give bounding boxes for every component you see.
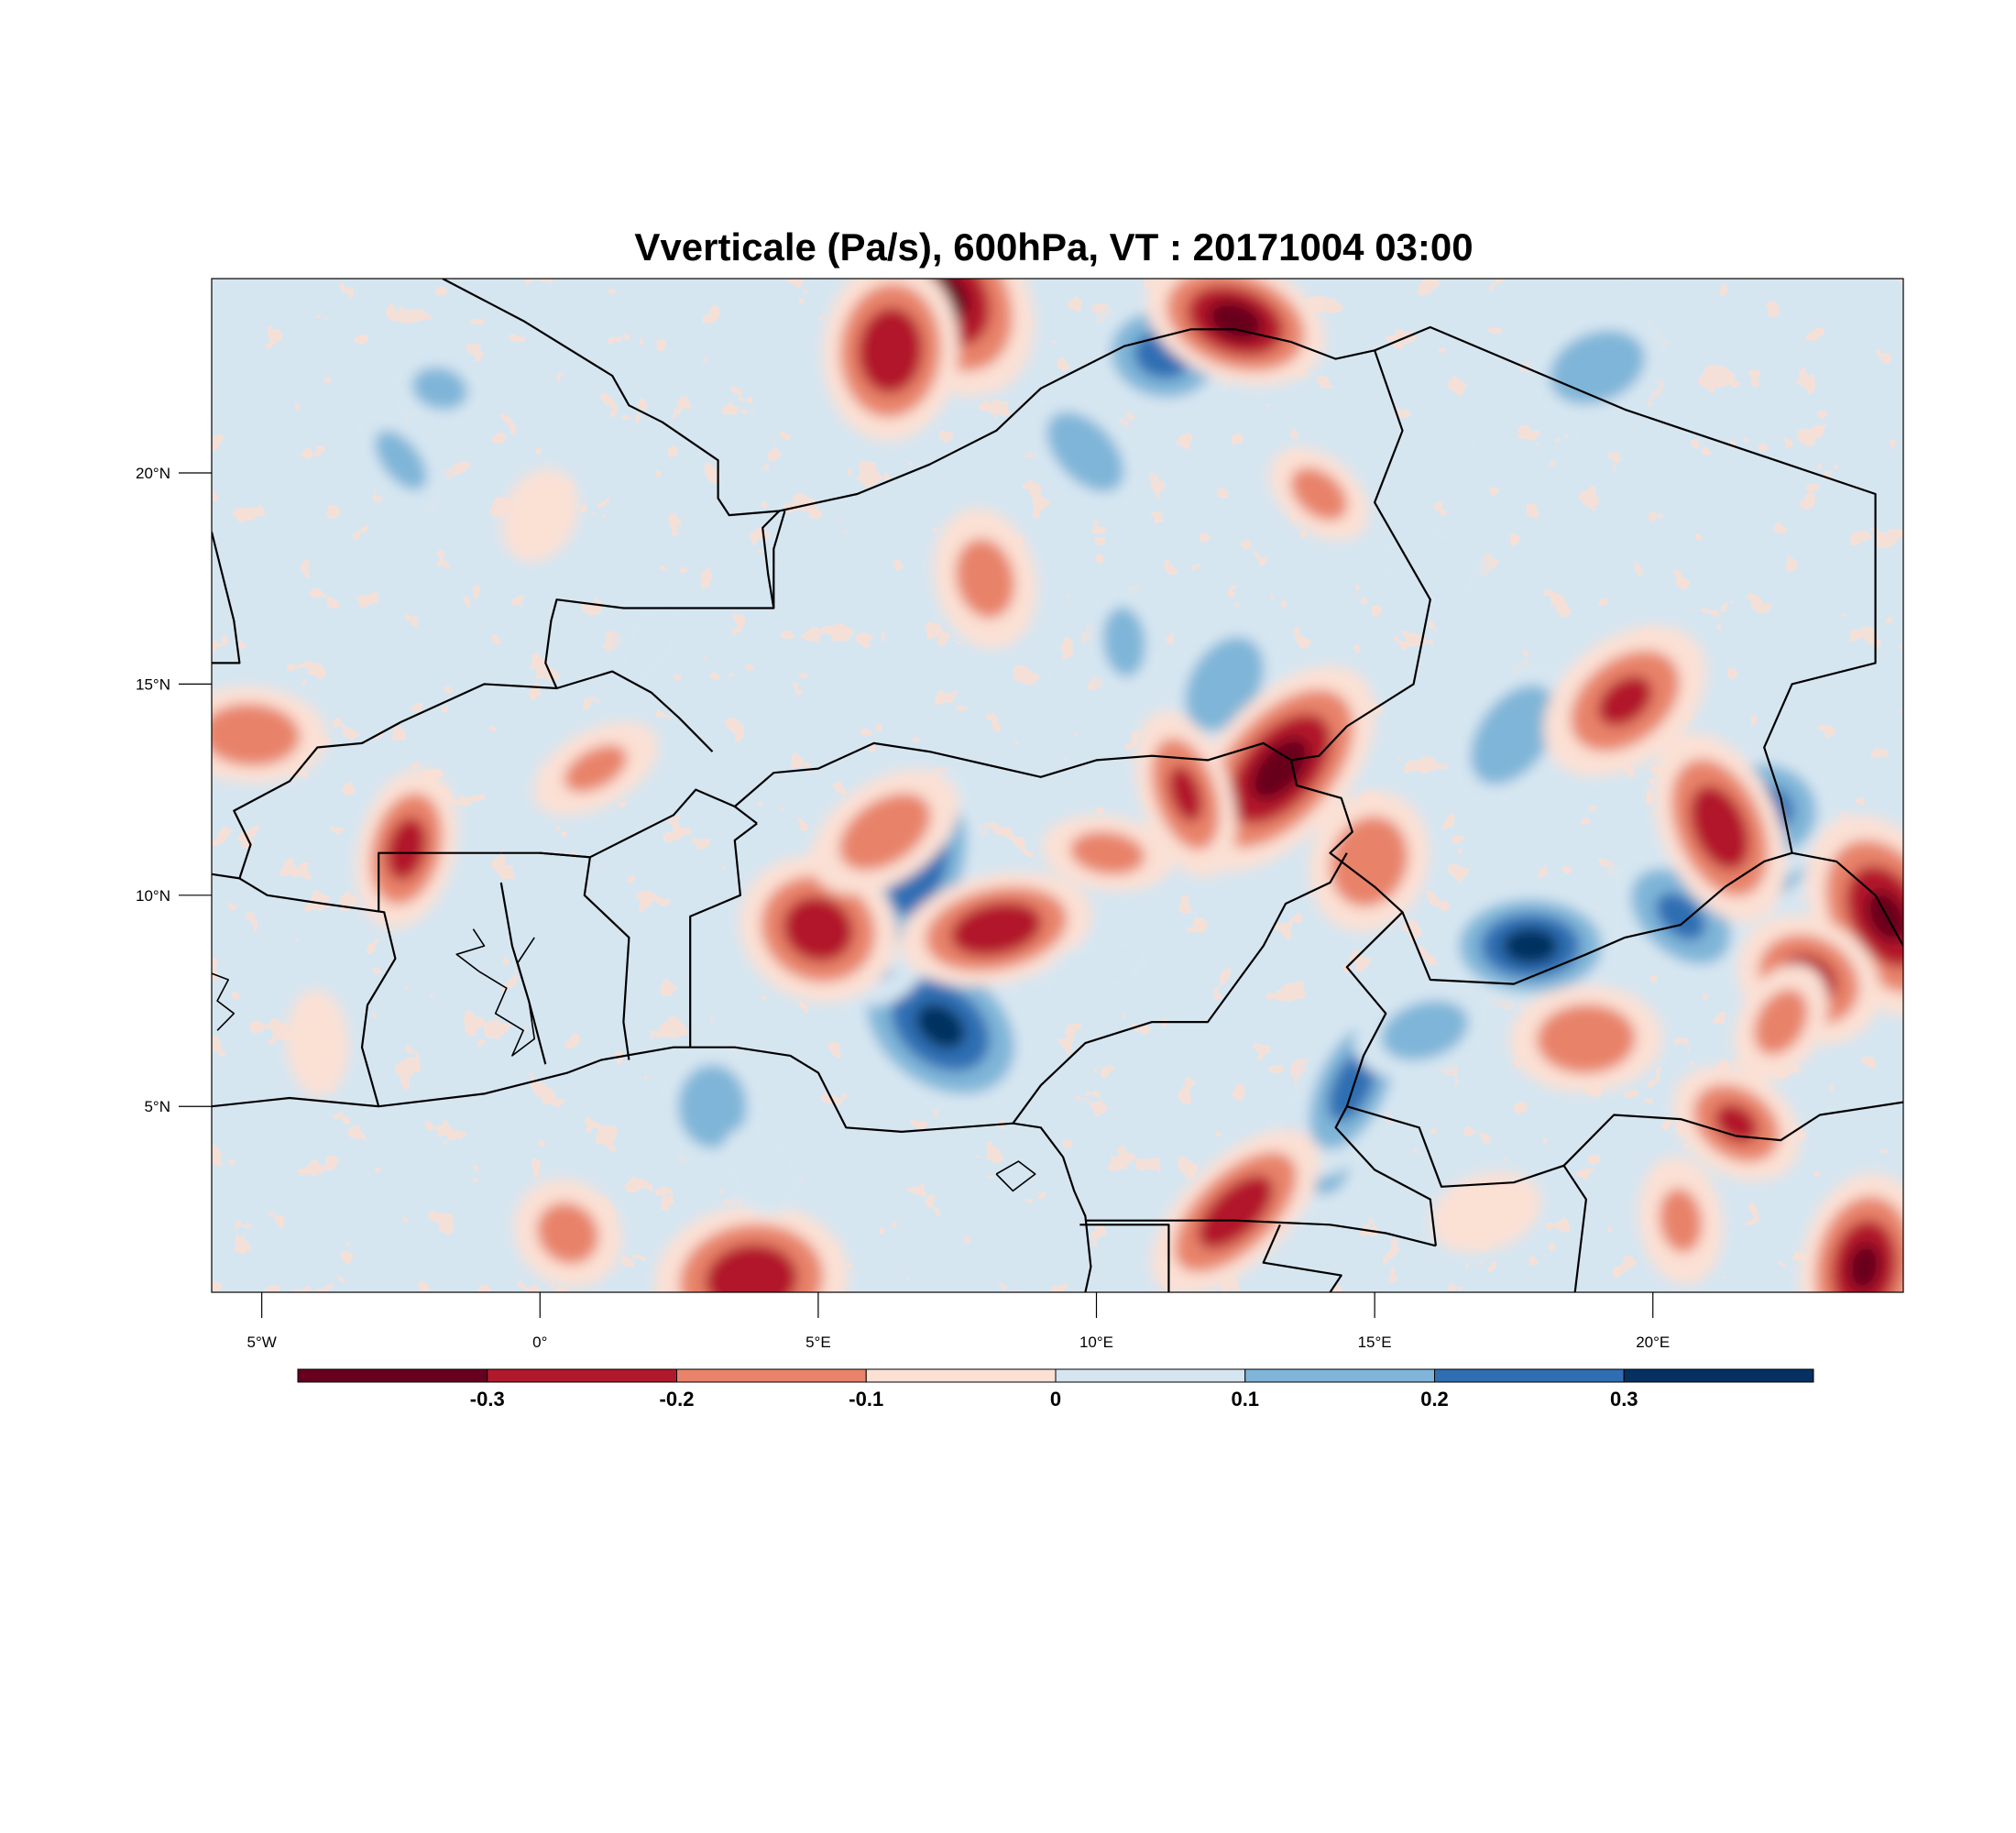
field-feature	[718, 1125, 806, 1215]
coastline	[455, 928, 486, 972]
field-feature	[212, 686, 328, 784]
country-border	[1401, 851, 1792, 985]
field-feature	[822, 279, 959, 442]
country-border	[212, 873, 397, 1107]
coastline	[212, 972, 236, 1031]
map-title: Vverticale (Pa/s), 600hPa, VT : 20171004…	[634, 225, 1474, 269]
field-feature	[513, 1179, 622, 1288]
colorbar-swatch	[865, 1368, 1057, 1383]
country-border	[1562, 1101, 1903, 1167]
country-border	[1289, 349, 1437, 1246]
colorbar-swatch	[676, 1368, 867, 1383]
country-border	[500, 741, 1292, 859]
plot-frame	[211, 278, 1904, 1293]
country-border	[544, 510, 781, 689]
field-feature	[1041, 815, 1174, 892]
field-feature	[1652, 732, 1787, 923]
field-feature	[1353, 982, 1496, 1080]
field-feature	[285, 989, 349, 1097]
field-feature	[1309, 791, 1430, 932]
colorbar-swatch	[1244, 1368, 1435, 1383]
field-feature	[351, 403, 451, 518]
country-border	[1346, 1105, 1587, 1292]
field-feature	[1509, 984, 1663, 1093]
colorbar-swatch	[297, 1368, 488, 1383]
lat-tick-label: 5°N	[144, 1098, 170, 1115]
field-feature	[1430, 1171, 1541, 1253]
lon-tick-label: 15°E	[1358, 1334, 1392, 1351]
field-feature	[1437, 885, 1624, 1007]
field-feature	[1268, 447, 1369, 541]
field-feature	[355, 769, 458, 928]
colorbar-swatch	[487, 1368, 677, 1383]
field-feature	[1543, 625, 1707, 777]
coastline	[478, 937, 535, 1057]
colorbar-swatch	[1623, 1368, 1814, 1383]
field-feature	[1799, 1172, 1903, 1292]
country-border	[233, 670, 714, 879]
country-border	[1079, 1224, 1170, 1292]
field-feature	[613, 597, 689, 687]
lat-tick-label: 10°N	[136, 887, 170, 905]
field-feature	[1733, 963, 1829, 1081]
colorbar-label: 0	[1050, 1388, 1061, 1410]
field-feature	[1086, 580, 1162, 704]
field-feature	[1375, 521, 1486, 610]
coastline	[995, 1160, 1036, 1192]
country-border	[212, 1046, 1092, 1292]
field-feature	[1022, 387, 1148, 517]
country-border	[689, 822, 758, 1048]
lat-tick-label: 20°N	[136, 465, 170, 482]
field-feature	[1145, 279, 1326, 387]
colorbar-label: 0.1	[1231, 1388, 1259, 1410]
colorbar-label: 0.3	[1610, 1388, 1638, 1410]
lon-tick-label: 5°E	[805, 1334, 831, 1351]
colorbar-label: 0.2	[1420, 1388, 1449, 1410]
field-feature	[653, 1204, 849, 1292]
field-feature	[933, 508, 1038, 649]
country-border	[212, 532, 241, 664]
colorbar-label: -0.3	[470, 1388, 505, 1410]
field-feature	[1671, 1065, 1801, 1181]
field-feature	[1638, 1156, 1724, 1285]
colorbar-label: -0.1	[849, 1388, 883, 1410]
colorbar-swatch	[1434, 1368, 1625, 1383]
country-border	[1262, 1224, 1342, 1292]
country-border	[1085, 1219, 1437, 1247]
lon-tick-label: 5°W	[247, 1334, 276, 1351]
lon-tick-label: 0°	[532, 1334, 547, 1351]
field-feature	[1150, 1129, 1320, 1292]
colorbar-label: -0.2	[660, 1388, 695, 1410]
lon-tick-label: 20°E	[1636, 1334, 1670, 1351]
country-border	[772, 510, 786, 609]
field-feature	[810, 769, 959, 895]
field-feature	[532, 721, 659, 816]
lon-tick-label: 10°E	[1079, 1334, 1113, 1351]
country-border	[734, 806, 758, 825]
country-border	[442, 279, 1903, 947]
country-border	[378, 851, 501, 913]
field-feature	[1523, 310, 1671, 425]
field-feature	[387, 347, 493, 429]
lat-tick-label: 15°N	[136, 675, 170, 693]
country-border	[1012, 852, 1348, 1125]
field-feature	[501, 468, 579, 562]
colorbar-swatch	[1055, 1368, 1246, 1383]
field-feature	[1036, 932, 1156, 1011]
field-feature	[1446, 657, 1582, 813]
field-feature	[900, 872, 1092, 987]
